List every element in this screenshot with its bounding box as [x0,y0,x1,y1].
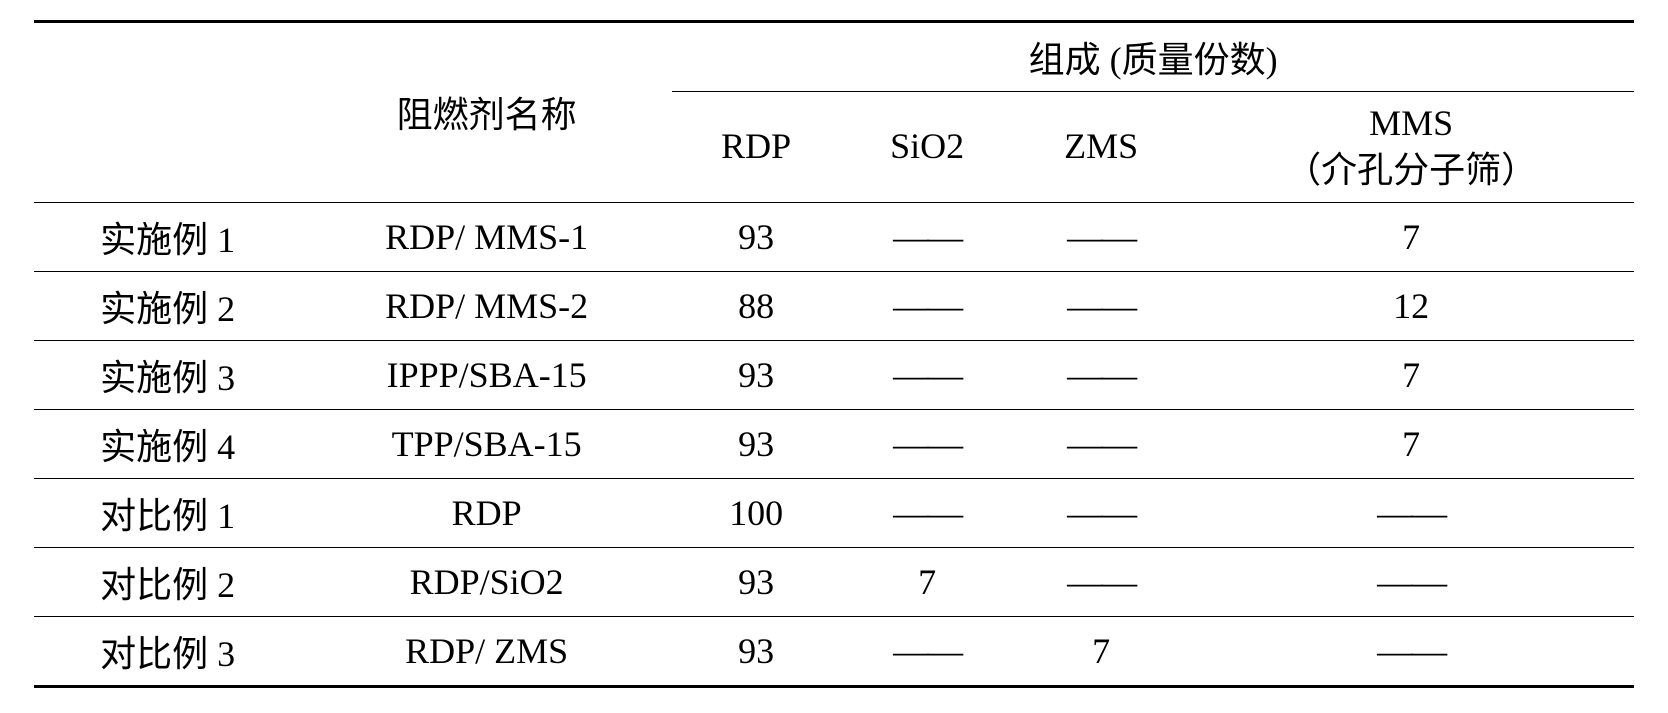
row-sio2: —— [840,478,1014,547]
row-label: 实施例 3 [34,340,301,409]
header-empty [34,22,301,203]
row-mms: 7 [1188,340,1634,409]
row-sio2: —— [840,616,1014,686]
header-composition-group: 组成 (质量份数) [672,22,1634,92]
row-sio2: 7 [840,547,1014,616]
header-row-1: 阻燃剂名称 组成 (质量份数) [34,22,1634,92]
mms-line1: MMS [1369,103,1453,143]
table-row: 实施例 1 RDP/ MMS-1 93 —— —— 7 [34,202,1634,271]
table-row: 对比例 1 RDP 100 —— —— —— [34,478,1634,547]
row-zms: —— [1014,547,1188,616]
row-zms: —— [1014,409,1188,478]
table-row: 对比例 2 RDP/SiO2 93 7 —— —— [34,547,1634,616]
row-label: 对比例 3 [34,616,301,686]
row-label: 对比例 2 [34,547,301,616]
row-zms: —— [1014,340,1188,409]
row-label: 实施例 4 [34,409,301,478]
row-name: RDP/SiO2 [301,547,672,616]
row-name: RDP [301,478,672,547]
row-zms: —— [1014,478,1188,547]
row-rdp: 93 [672,616,840,686]
composition-table: 阻燃剂名称 组成 (质量份数) RDP SiO2 ZMS MMS （介孔分子筛）… [34,20,1634,688]
row-name: RDP/ MMS-1 [301,202,672,271]
row-sio2: —— [840,271,1014,340]
row-sio2: —— [840,409,1014,478]
row-rdp: 93 [672,547,840,616]
table-row: 实施例 3 IPPP/SBA-15 93 —— —— 7 [34,340,1634,409]
row-sio2: —— [840,340,1014,409]
row-mms: —— [1188,478,1634,547]
row-mms: 12 [1188,271,1634,340]
row-zms: 7 [1014,616,1188,686]
row-rdp: 88 [672,271,840,340]
row-name: TPP/SBA-15 [301,409,672,478]
row-mms: 7 [1188,202,1634,271]
row-name: RDP/ MMS-2 [301,271,672,340]
row-mms: —— [1188,616,1634,686]
row-rdp: 93 [672,340,840,409]
row-rdp: 93 [672,409,840,478]
row-zms: —— [1014,271,1188,340]
row-mms: 7 [1188,409,1634,478]
row-sio2: —— [840,202,1014,271]
mms-line2: （介孔分子筛） [1285,150,1537,190]
table-row: 对比例 3 RDP/ ZMS 93 —— 7 —— [34,616,1634,686]
subheader-sio2: SiO2 [840,92,1014,203]
row-name: IPPP/SBA-15 [301,340,672,409]
row-name: RDP/ ZMS [301,616,672,686]
row-mms: —— [1188,547,1634,616]
subheader-rdp: RDP [672,92,840,203]
subheader-mms: MMS （介孔分子筛） [1188,92,1634,203]
row-label: 对比例 1 [34,478,301,547]
header-flame-retardant-name: 阻燃剂名称 [301,22,672,203]
row-zms: —— [1014,202,1188,271]
table-row: 实施例 2 RDP/ MMS-2 88 —— —— 12 [34,271,1634,340]
table-row: 实施例 4 TPP/SBA-15 93 —— —— 7 [34,409,1634,478]
subheader-zms: ZMS [1014,92,1188,203]
row-rdp: 100 [672,478,840,547]
row-rdp: 93 [672,202,840,271]
row-label: 实施例 2 [34,271,301,340]
row-label: 实施例 1 [34,202,301,271]
